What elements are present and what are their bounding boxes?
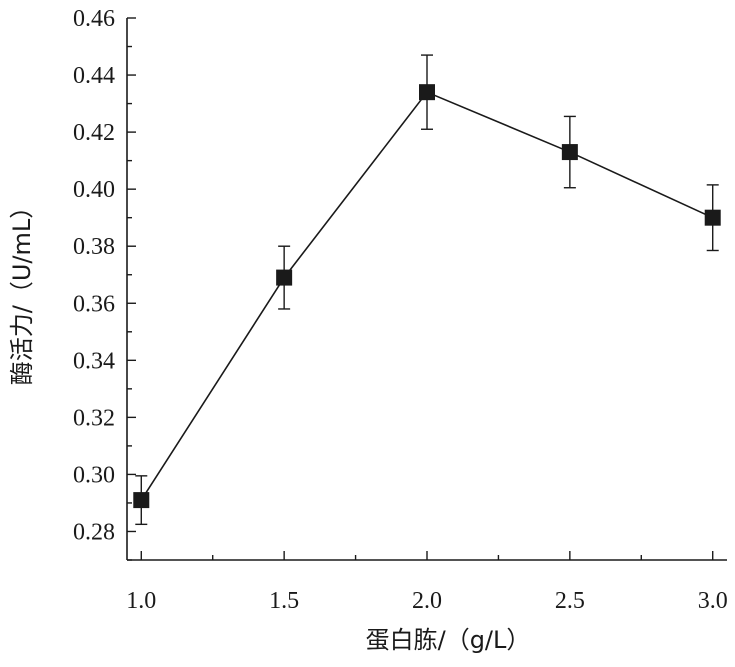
y-axis-ticks: 0.28 0.30 0.32 0.34 0.36 0.38 0.40 0.42 0.44 0.46 [73, 6, 136, 561]
x-tick-label: 2.0 [412, 588, 442, 614]
x-tick-label: 2.5 [555, 588, 585, 614]
x-tick-label: 1.5 [269, 588, 299, 614]
y-tick-label: 0.40 [73, 177, 115, 203]
y-tick-label: 0.42 [73, 120, 115, 146]
series-line [140, 91, 714, 501]
y-tick-label: 0.38 [73, 234, 115, 260]
data-point [561, 144, 578, 161]
y-tick-label: 0.36 [73, 291, 115, 317]
x-tick-label: 3.0 [698, 588, 728, 614]
y-tick-label: 0.44 [73, 63, 115, 89]
data-point [276, 269, 293, 286]
y-tick-label: 0.34 [73, 348, 115, 374]
y-tick-label: 0.32 [73, 405, 115, 431]
markers [133, 84, 721, 509]
data-point [419, 84, 435, 101]
x-axis-ticks: 1.0 1.5 2.0 2.5 3.0 [126, 551, 728, 614]
y-tick-label: 0.30 [73, 462, 115, 488]
error-bars [135, 54, 719, 526]
y-tick-label: 0.28 [73, 519, 115, 545]
x-tick-label: 1.0 [126, 588, 156, 614]
data-point [704, 209, 721, 226]
x-axis-label: 蛋白胨/（g/L） [366, 626, 531, 654]
y-tick-label: 0.46 [73, 6, 115, 32]
data-point [133, 492, 150, 509]
series-group [140, 91, 714, 501]
y-axis-label: 酶活力/（U/mL） [8, 195, 36, 386]
